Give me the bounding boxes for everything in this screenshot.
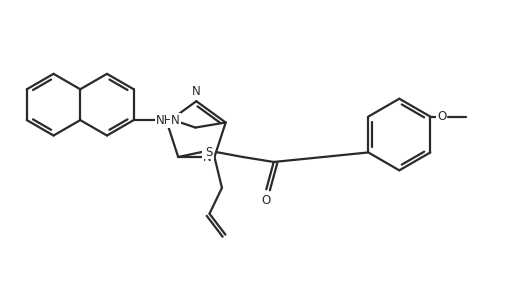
Text: O: O [262, 194, 271, 207]
Text: N: N [192, 85, 201, 98]
Text: O: O [437, 110, 446, 123]
Text: NH: NH [156, 114, 173, 127]
Text: S: S [205, 146, 213, 158]
Text: N: N [171, 114, 180, 127]
Text: N: N [203, 151, 212, 164]
